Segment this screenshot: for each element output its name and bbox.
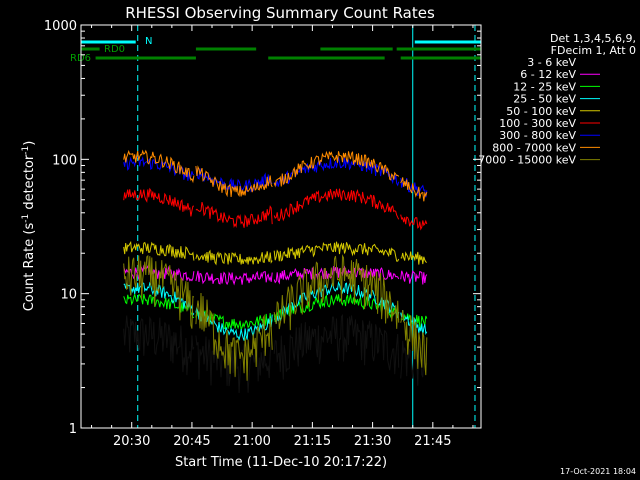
legend-entry-label: 50 - 100 keV xyxy=(506,105,576,118)
y-tick-label: 1 xyxy=(69,422,77,437)
plot-frame xyxy=(80,24,482,429)
x-axis: 20:30 20:45 21:00 21:15 21:30 21:45 xyxy=(91,25,474,449)
legend-entry-label: 6 - 12 keV xyxy=(520,68,576,81)
x-tick-label: 21:30 xyxy=(354,434,391,449)
x-tick-label: 21:00 xyxy=(233,434,270,449)
series-line xyxy=(123,254,428,381)
legend: Det 1,3,4,5,6,9, FDecim 1, Att 0 3 - 6 k… xyxy=(478,32,636,167)
flag-label-rd0: RD0 xyxy=(104,44,125,55)
legend-entry-label: 25 - 50 keV xyxy=(513,93,576,106)
footer-timestamp: 17-Oct-2021 18:04 xyxy=(560,467,636,476)
series-line xyxy=(123,149,428,202)
legend-header-2: FDecim 1, Att 0 xyxy=(551,44,636,57)
legend-entry-label: 7000 - 15000 keV xyxy=(478,154,576,167)
legend-entry-label: 12 - 25 keV xyxy=(513,80,576,93)
y-tick-label: 10 xyxy=(60,288,77,303)
y-axis-label: Count Rate (s-1 detector-1) xyxy=(21,141,37,312)
legend-entry-label: 100 - 300 keV xyxy=(499,117,576,130)
series-line xyxy=(123,292,428,331)
x-axis-label: Start Time (11-Dec-10 20:17:22) xyxy=(175,455,387,470)
series-line xyxy=(123,264,428,286)
y-tick-label: 100 xyxy=(52,153,77,168)
legend-entry-label: 800 - 7000 keV xyxy=(492,141,576,154)
y-axis: 1 10 100 1000 xyxy=(44,19,481,437)
x-tick-label: 20:30 xyxy=(113,434,150,449)
legend-header-1: Det 1,3,4,5,6,9, xyxy=(550,32,636,45)
legend-entry-label: 3 - 6 keV xyxy=(527,56,576,69)
legend-entry-label: 300 - 800 keV xyxy=(499,129,576,142)
flag-label-n: N xyxy=(145,36,152,47)
x-tick-label: 21:45 xyxy=(414,434,451,449)
series-line xyxy=(123,187,428,231)
y-tick-label: 1000 xyxy=(44,19,77,34)
chart-title: RHESSI Observing Summary Count Rates xyxy=(125,4,435,22)
x-tick-label: 20:45 xyxy=(173,434,210,449)
series-line xyxy=(123,240,428,266)
x-tick-label: 21:15 xyxy=(294,434,331,449)
